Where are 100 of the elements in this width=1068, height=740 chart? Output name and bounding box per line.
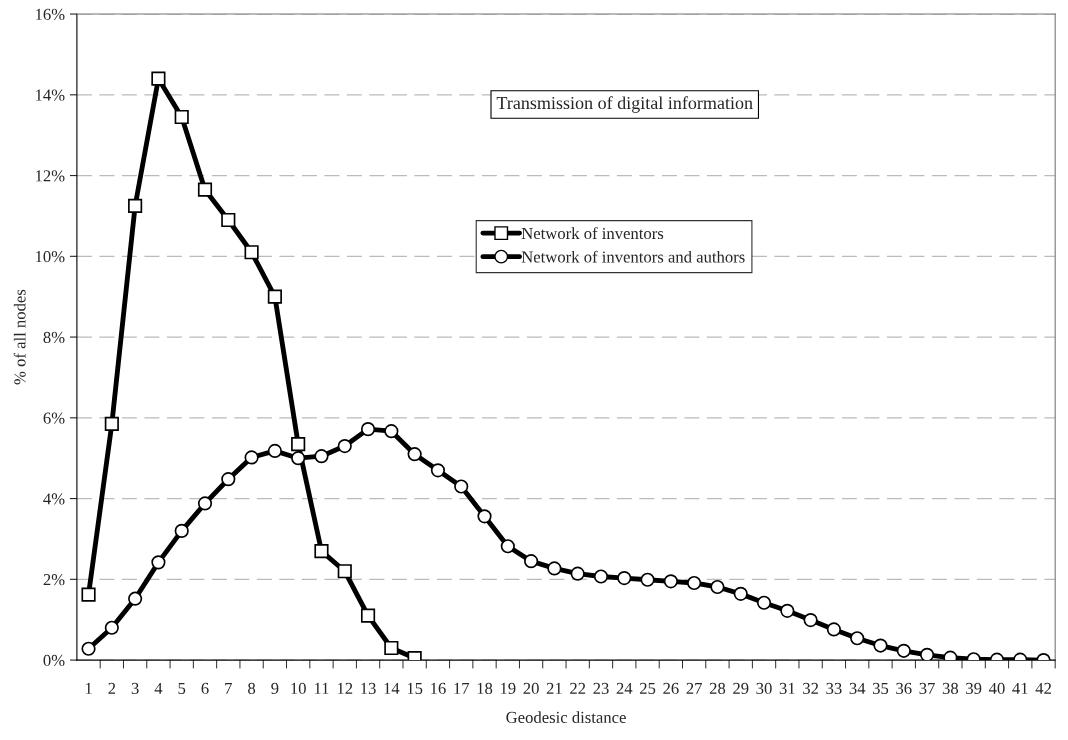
- point: [267, 289, 282, 304]
- point: [360, 422, 376, 437]
- x-tick-label: 6: [201, 682, 209, 695]
- point: [547, 561, 562, 576]
- x-tick-label: 4: [154, 682, 163, 694]
- x-tick-label: 9: [271, 682, 279, 695]
- point: [733, 586, 748, 601]
- point: [244, 245, 259, 260]
- point: [314, 449, 329, 464]
- text: Transmission of digital information: [496, 96, 753, 113]
- x-tick-label: 23: [593, 682, 609, 695]
- x-tick-label: 36: [896, 682, 912, 695]
- x-tick-label: 39: [966, 682, 982, 695]
- point: [128, 198, 143, 213]
- x-tick-label: 35: [872, 682, 889, 695]
- legend-label: Network of inventors: [521, 227, 664, 240]
- x-tick-label: 8: [248, 682, 256, 695]
- point: [919, 647, 935, 661]
- x-tick-label: 10: [291, 682, 306, 695]
- x-tick-label: 21: [546, 682, 562, 694]
- point: [221, 212, 236, 228]
- x-tick-label: 27: [686, 682, 702, 694]
- point: [151, 71, 166, 86]
- x-tick-label: 22: [570, 682, 586, 694]
- x-tick-label: 19: [500, 682, 516, 695]
- y-tick-label: 16%: [36, 8, 65, 21]
- y-axis-title: % of all nodes: [13, 289, 26, 385]
- point: [617, 571, 632, 586]
- point: [314, 543, 329, 559]
- point: [384, 640, 399, 656]
- point: [197, 182, 213, 197]
- point: [407, 447, 422, 462]
- y-tick-label: 10%: [36, 251, 65, 263]
- point: [291, 451, 306, 466]
- point: [151, 555, 166, 570]
- x-tick-label: 7: [225, 682, 232, 694]
- point: [500, 539, 515, 554]
- x-tick-label: 3: [131, 682, 139, 695]
- point: [640, 572, 655, 587]
- point: [477, 509, 492, 524]
- point: [197, 496, 213, 511]
- y-tick-label: 4%: [43, 493, 65, 505]
- point: [524, 554, 539, 569]
- point: [593, 569, 609, 584]
- x-tick-label: 32: [803, 682, 819, 695]
- point: [360, 608, 376, 623]
- x-tick-label: 13: [361, 682, 376, 695]
- point: [104, 416, 119, 431]
- x-axis-title: Geodesic distance: [506, 711, 626, 724]
- x-tick-label: 17: [454, 682, 470, 694]
- x-tick-label: 5: [178, 682, 186, 695]
- x-tick-label: 18: [477, 682, 493, 695]
- x-tick-label: 15: [407, 682, 423, 695]
- point: [384, 424, 399, 439]
- x-tick-label: 2: [108, 682, 116, 694]
- point: [756, 595, 772, 610]
- point: [291, 436, 306, 452]
- point: [174, 109, 189, 125]
- point: [81, 641, 96, 656]
- x-tick-label: 14: [384, 682, 400, 694]
- point: [710, 579, 725, 595]
- point: [430, 463, 446, 478]
- point: [337, 564, 352, 579]
- x-tick-label: 24: [616, 682, 633, 694]
- y-tick-label: 2%: [43, 574, 65, 586]
- y-tick-label: 0%: [43, 654, 65, 667]
- point: [873, 638, 888, 653]
- point: [244, 450, 259, 465]
- x-tick-label: 41: [1012, 682, 1028, 694]
- x-tick-label: 20: [523, 682, 539, 695]
- point: [221, 472, 236, 487]
- x-tick-label: 38: [942, 682, 959, 695]
- x-tick-label: 28: [709, 682, 726, 695]
- x-tick-label: 26: [663, 682, 679, 695]
- x-tick-label: 25: [639, 682, 656, 695]
- x-tick-label: 33: [826, 682, 842, 695]
- x-tick-label: 34: [849, 682, 866, 695]
- point: [687, 575, 702, 591]
- x-tick-label: 16: [431, 682, 446, 695]
- point: [896, 643, 911, 658]
- point: [454, 479, 469, 494]
- point: [337, 439, 352, 454]
- x-tick-label: 1: [85, 682, 92, 694]
- x-tick-label: 42: [1035, 682, 1051, 694]
- y-tick-label: 6%: [43, 412, 65, 424]
- point: [663, 574, 678, 589]
- point: [826, 622, 841, 637]
- point: [174, 523, 189, 538]
- point: [803, 613, 818, 628]
- point: [570, 566, 585, 581]
- x-tick-label: 11: [314, 682, 329, 694]
- point: [780, 603, 795, 618]
- y-tick-label: 8%: [43, 331, 65, 344]
- point: [850, 631, 865, 646]
- point: [104, 620, 119, 635]
- y-tick-label: 14%: [36, 89, 65, 101]
- x-tick-label: 12: [337, 682, 353, 694]
- x-tick-label: 37: [919, 682, 935, 695]
- legend-label: Network of inventors and authors: [521, 250, 745, 263]
- x-tick-label: 40: [988, 682, 1005, 695]
